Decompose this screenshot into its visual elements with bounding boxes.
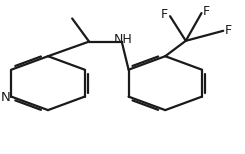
Text: NH: NH [113,33,132,46]
Text: F: F [225,24,232,37]
Text: N: N [0,91,10,104]
Text: F: F [161,8,168,21]
Text: F: F [203,5,210,18]
